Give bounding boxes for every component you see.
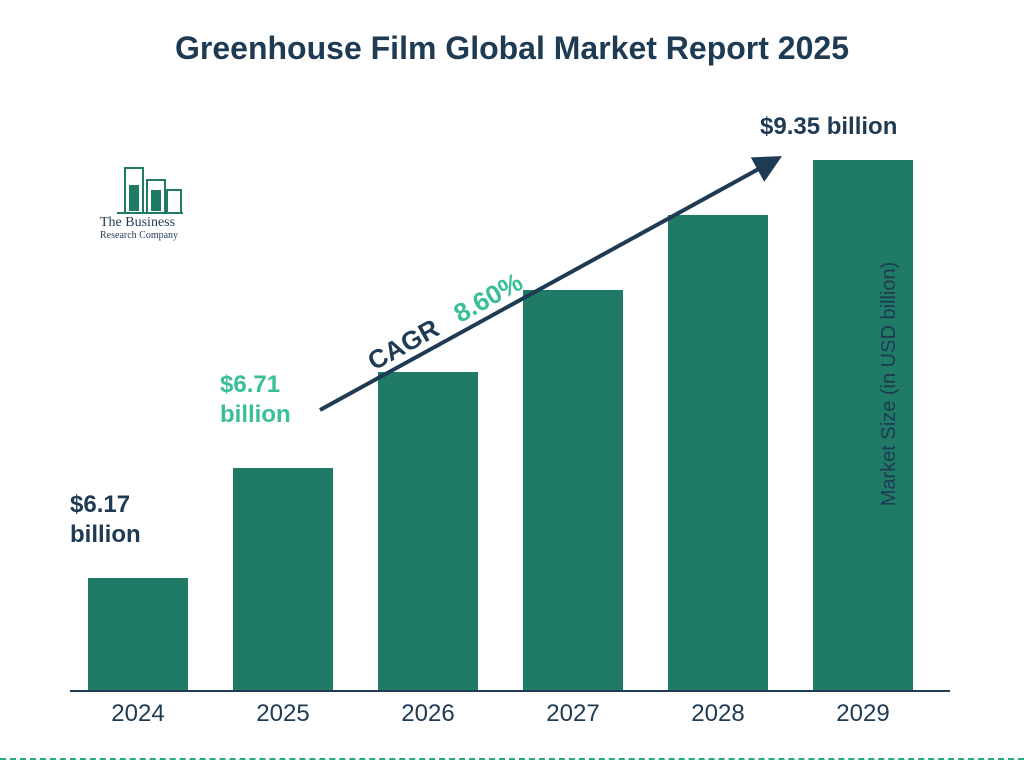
x-axis-tick-label: 2024 — [88, 700, 188, 728]
x-axis-tick-label: 2029 — [813, 700, 913, 728]
bar — [523, 290, 623, 690]
bar-value-label: $6.71billion — [220, 370, 291, 430]
chart-container: Greenhouse Film Global Market Report 202… — [0, 0, 1024, 768]
y-axis-label: Market Size (in USD billion) — [878, 262, 901, 507]
bar-chart — [70, 130, 930, 690]
x-axis-tick-label: 2027 — [523, 700, 623, 728]
bar-value-label: $9.35 billion — [760, 112, 897, 142]
bar — [378, 372, 478, 690]
page-title: Greenhouse Film Global Market Report 202… — [0, 30, 1024, 67]
bottom-separator — [0, 758, 1024, 760]
bar — [668, 215, 768, 690]
x-axis-tick-label: 2026 — [378, 700, 478, 728]
bar-value-label: $6.17billion — [70, 490, 141, 550]
bar — [88, 578, 188, 690]
bar — [233, 468, 333, 690]
x-axis-tick-label: 2025 — [233, 700, 333, 728]
x-axis-tick-label: 2028 — [668, 700, 768, 728]
x-axis-line — [70, 690, 950, 692]
